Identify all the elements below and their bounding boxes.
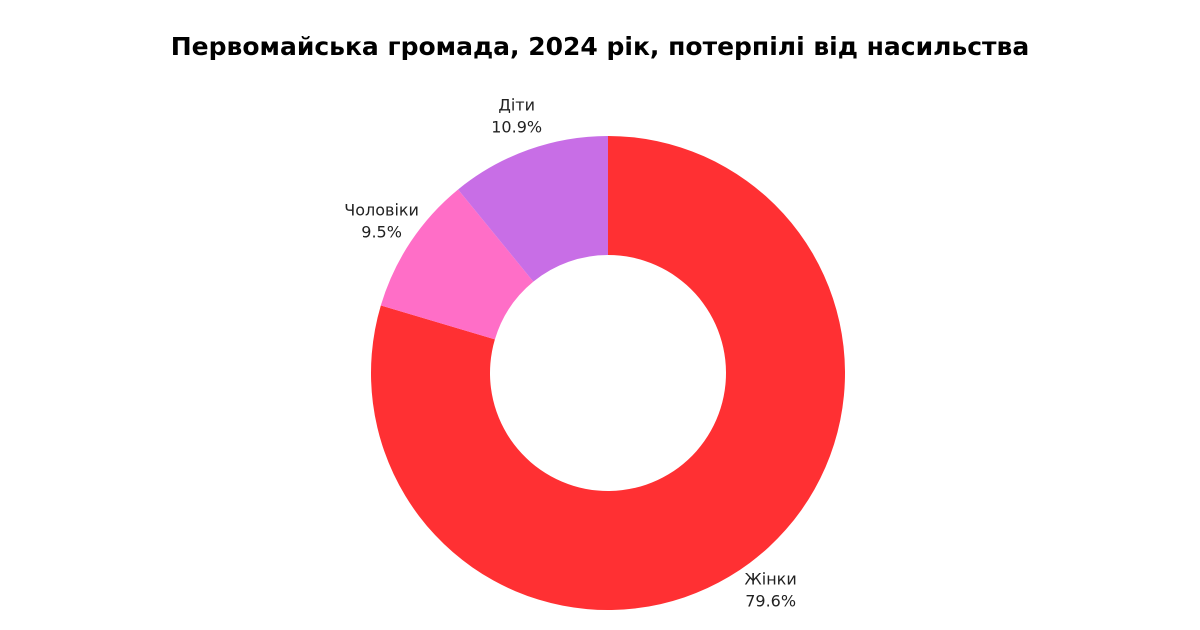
slice-label: Жінки [745,570,797,589]
slice-label: Чоловіки [344,201,419,220]
slice [458,136,608,282]
slice-value-label: 79.6% [745,592,796,611]
slice-label: Діти [498,95,535,114]
slice-value-label: 10.9% [491,117,542,136]
slice-value-label: 9.5% [361,223,402,242]
slice [380,189,534,340]
chart-title: Первомайська громада, 2024 рік, потерпіл… [171,32,1029,61]
slice [371,136,845,610]
